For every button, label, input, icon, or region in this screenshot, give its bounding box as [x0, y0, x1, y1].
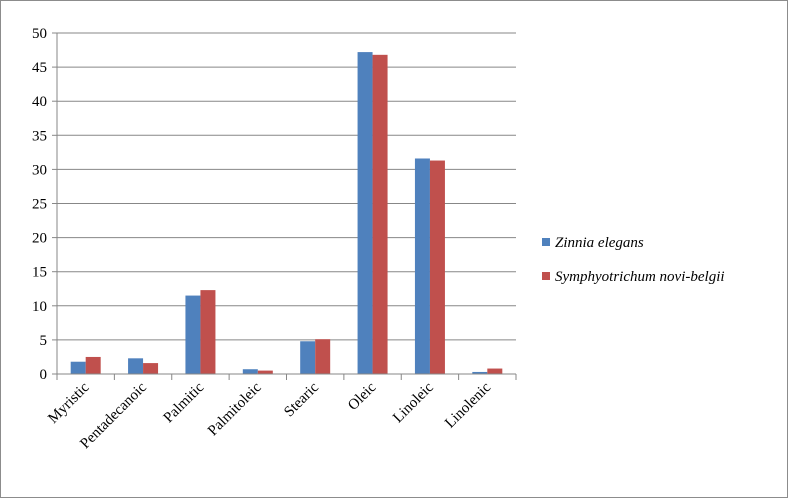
bar-palmitoleic-series-1: [242, 369, 258, 374]
y-tick-label: 40: [32, 94, 47, 110]
x-category-label: Linoleic: [390, 379, 437, 426]
y-tick-labels: 0 5 10 15 20 25 30 35 40 45 50: [32, 26, 47, 383]
y-tick-label: 25: [32, 197, 47, 213]
x-category-label: Oleic: [345, 379, 380, 414]
y-tick-label: 15: [32, 265, 47, 281]
bar-pentadecanoic-series-2: [143, 363, 159, 374]
bar-linolenic-series-2: [487, 368, 503, 374]
x-category-label: Palmitic: [161, 379, 208, 426]
y-tick-label: 50: [32, 26, 47, 42]
bar-stearic-series-1: [300, 341, 316, 374]
bar-oleic-series-1: [357, 52, 373, 374]
y-tick-label: 20: [32, 231, 47, 247]
y-tick-label: 35: [32, 128, 47, 144]
y-tick-label: 10: [32, 299, 47, 315]
y-tick-label: 30: [32, 162, 47, 178]
bar-palmitoleic-series-2: [257, 370, 273, 374]
legend-swatch: [542, 238, 550, 246]
bar-linoleic-series-1: [414, 158, 430, 374]
x-category-label: Palmitoleic: [205, 379, 265, 439]
x-category-label: Myristic: [45, 379, 92, 426]
legend: Zinnia elegans Symphyotrichum novi-belgii: [542, 235, 725, 285]
bar-linoleic-series-2: [429, 160, 445, 374]
x-category-label: Stearic: [281, 379, 322, 420]
y-tick-label: 0: [40, 367, 48, 383]
bar-pentadecanoic-series-1: [128, 358, 144, 374]
bars: [70, 52, 503, 374]
bar-myristic-series-2: [85, 356, 101, 374]
x-category-label: Linolenic: [442, 379, 494, 431]
bar-palmitic-series-1: [185, 295, 201, 374]
axes: [52, 32, 517, 380]
legend-label: Zinnia elegans: [555, 235, 644, 251]
bar-palmitic-series-2: [200, 290, 216, 374]
bar-linolenic-series-1: [472, 371, 488, 374]
bar-myristic-series-1: [70, 361, 86, 374]
y-tick-label: 45: [32, 60, 47, 76]
gridlines: [57, 32, 516, 341]
bar-stearic-series-2: [315, 339, 331, 374]
legend-swatch: [542, 272, 550, 280]
y-tick-label: 5: [40, 333, 48, 349]
bar-oleic-series-2: [372, 54, 388, 374]
legend-label: Symphyotrichum novi-belgii: [555, 269, 725, 285]
